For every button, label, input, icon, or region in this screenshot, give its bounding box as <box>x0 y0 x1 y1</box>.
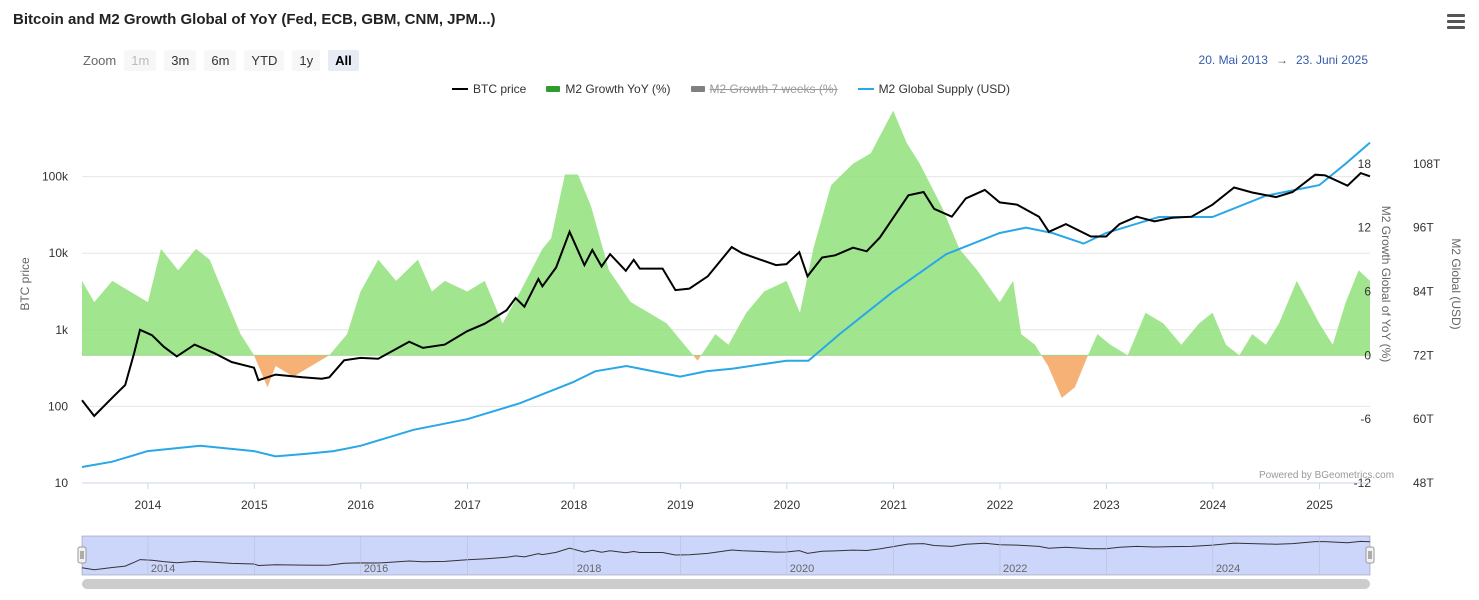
axes: 101001k10k100k-12-606121848T60T72T84T96T… <box>18 157 1463 512</box>
x-axis-tick-label: 2024 <box>1199 498 1226 512</box>
x-axis-tick-label: 2025 <box>1306 498 1333 512</box>
btc-axis-tick-label: 10 <box>55 476 69 490</box>
btc-axis-tick-label: 100k <box>42 170 69 184</box>
date-range: 20. Mai 2013 → 23. Juni 2025 <box>1199 53 1368 67</box>
legend-swatch-m2-yoy <box>546 86 561 92</box>
legend-label-m2-yoy: M2 Growth YoY (%) <box>565 82 671 96</box>
legend-swatch-m2-supply <box>857 88 874 90</box>
zoom-3m-button[interactable]: 3m <box>164 50 197 71</box>
legend: BTC price M2 Growth YoY (%) M2 Growth 7 … <box>452 82 1030 96</box>
x-axis-tick-label: 2019 <box>667 498 694 512</box>
legend-item-m2-global-supply[interactable]: M2 Global Supply (USD) <box>857 82 1010 96</box>
legend-label-m2-7w: M2 Growth 7 weeks (%) <box>709 82 838 96</box>
grid-lines <box>82 176 1370 484</box>
x-axis-tick-label: 2015 <box>241 498 268 512</box>
navigator-tick-label: 2024 <box>1216 563 1240 575</box>
navigator-tick-label: 2014 <box>151 563 175 575</box>
x-axis-tick-label: 2022 <box>987 498 1014 512</box>
chart-title: Bitcoin and M2 Growth Global of YoY (Fed… <box>13 11 496 28</box>
zoom-1y-button[interactable]: 1y <box>292 50 321 71</box>
navigator-tick-label: 2022 <box>1003 563 1027 575</box>
legend-item-m2-growth-yoy[interactable]: M2 Growth YoY (%) <box>546 82 671 96</box>
zoom-ytd-button[interactable]: YTD <box>244 50 285 71</box>
x-axis-tick-label: 2014 <box>135 498 162 512</box>
btc-axis-title: BTC price <box>18 257 32 311</box>
x-axis-tick-label: 2020 <box>773 498 800 512</box>
navigator[interactable]: 2014 2016 2018 2020 2022 2024 <box>77 535 1375 576</box>
btc-axis-tick-label: 10k <box>49 246 69 260</box>
zoom-1m-button[interactable]: 1m <box>124 50 157 71</box>
navigator-tick-label: 2016 <box>364 563 388 575</box>
m2-yoy-axis-tick-label: 0 <box>1364 348 1371 362</box>
m2-yoy-axis-title: M2 Growth Global of YoY (%) <box>1379 206 1393 363</box>
m2-growth-positive-area <box>82 110 1370 356</box>
navigator-scrollbar[interactable] <box>82 579 1370 589</box>
x-axis-tick-label: 2023 <box>1093 498 1120 512</box>
navigator-left-handle[interactable] <box>77 546 87 564</box>
m2-growth-negative-area <box>82 355 1370 398</box>
zoom-6m-button[interactable]: 6m <box>204 50 237 71</box>
m2-supply-axis-title: M2 Global (USD) <box>1449 238 1463 329</box>
m2-growth-area <box>82 110 1370 398</box>
navigator-tick-label: 2018 <box>577 563 601 575</box>
m2-supply-axis-tick-label: 48T <box>1413 476 1434 490</box>
navigator-selected-range <box>81 535 1371 576</box>
legend-item-m2-growth-7-weeks[interactable]: M2 Growth 7 weeks (%) <box>690 82 838 96</box>
m2-yoy-axis-tick-label: -6 <box>1360 412 1371 426</box>
x-axis-tick-label: 2016 <box>347 498 374 512</box>
m2-supply-axis-tick-label: 96T <box>1413 221 1434 235</box>
m2-yoy-axis-tick-label: 12 <box>1358 221 1372 235</box>
legend-swatch-btc <box>452 88 468 90</box>
legend-swatch-m2-7w <box>690 86 705 92</box>
m2-supply-axis-tick-label: 72T <box>1413 348 1434 362</box>
m2-supply-axis-tick-label: 108T <box>1413 157 1441 171</box>
range-arrow: → <box>1275 53 1288 67</box>
navigator-right-handle[interactable] <box>1365 546 1375 564</box>
m2-supply-axis-tick-label: 84T <box>1413 285 1434 299</box>
m2-yoy-axis-tick-label: 6 <box>1364 285 1371 299</box>
navigator-tick-label: 2020 <box>790 563 814 575</box>
series-lines <box>81 141 1371 468</box>
range-from-input[interactable]: 20. Mai 2013 <box>1198 53 1268 67</box>
m2-supply-axis-tick-label: 60T <box>1413 412 1434 426</box>
btc-price-line <box>81 171 1371 418</box>
zoom-bar: Zoom 1m 3m 6m YTD 1y All <box>83 50 367 71</box>
hamburger-menu-icon[interactable] <box>1447 14 1465 30</box>
zoom-label: Zoom <box>83 53 117 68</box>
range-to-input[interactable]: 23. Juni 2025 <box>1295 53 1368 67</box>
legend-label-btc: BTC price <box>473 82 527 96</box>
x-axis-tick-label: 2018 <box>561 498 588 512</box>
zoom-all-button[interactable]: All <box>328 50 359 71</box>
btc-axis-tick-label: 100 <box>48 399 68 413</box>
navigator-btc-line <box>81 540 1371 571</box>
btc-axis-tick-label: 1k <box>55 323 69 337</box>
m2-global-supply-line <box>81 141 1371 468</box>
legend-item-btc-price[interactable]: BTC price <box>452 82 526 96</box>
x-axis-tick-label: 2021 <box>880 498 907 512</box>
credits-link[interactable]: Powered by BGeometrics.com <box>1259 470 1395 481</box>
m2-yoy-axis-tick-label: 18 <box>1358 157 1372 171</box>
x-axis-tick-label: 2017 <box>454 498 481 512</box>
legend-label-m2-supply: M2 Global Supply (USD) <box>878 82 1010 96</box>
